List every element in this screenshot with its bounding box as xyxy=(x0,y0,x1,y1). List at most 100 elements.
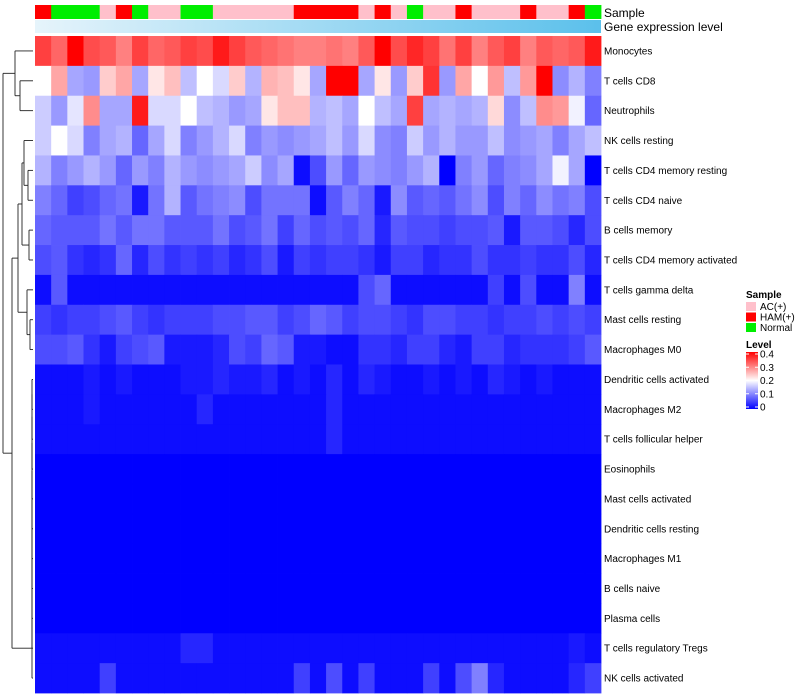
row-label: T cells gamma delta xyxy=(604,285,694,296)
sample-annotation-cell xyxy=(503,5,521,19)
heatmap-cell xyxy=(148,364,165,395)
heatmap-cell xyxy=(196,215,214,246)
heatmap-cell xyxy=(245,155,262,186)
heatmap-cell xyxy=(423,95,440,126)
heatmap-cell xyxy=(406,483,424,515)
heatmap-cell xyxy=(406,334,424,365)
heatmap-cell xyxy=(520,663,537,694)
heatmap-cell xyxy=(439,95,456,126)
heatmap-cell xyxy=(342,185,359,216)
heatmap-cell xyxy=(293,573,311,604)
heatmap-cell xyxy=(358,633,375,664)
heatmap-cell xyxy=(423,513,440,545)
heatmap-cell xyxy=(261,304,278,336)
heatmap-cell xyxy=(471,334,489,365)
heatmap-cell xyxy=(390,483,408,515)
heatmap-cell xyxy=(35,633,52,664)
heatmap-cell xyxy=(51,663,68,694)
heatmap-cell xyxy=(212,215,230,246)
heatmap-cell xyxy=(358,274,375,306)
heatmap-cell xyxy=(455,304,473,336)
heatmap-cell xyxy=(471,245,489,276)
heatmap-cell xyxy=(390,454,408,485)
heatmap-cell xyxy=(374,364,392,395)
heatmap-cell xyxy=(568,185,586,216)
heatmap-cell xyxy=(326,185,343,216)
heatmap-cell xyxy=(520,424,537,455)
level-tick-label: 0.3 xyxy=(760,363,774,374)
heatmap-cell xyxy=(309,215,327,246)
heatmap-cell xyxy=(99,633,117,664)
heatmap-cell xyxy=(536,394,553,425)
heatmap-cell xyxy=(584,424,602,455)
heatmap-cell xyxy=(67,274,84,306)
heatmap-cell xyxy=(99,95,117,126)
heatmap-cell xyxy=(67,65,84,97)
heatmap-cell xyxy=(99,663,117,694)
row-label: B cells naive xyxy=(604,584,661,595)
heatmap-cell xyxy=(584,513,602,545)
heatmap-cell xyxy=(277,245,295,276)
heatmap-cell xyxy=(309,95,327,126)
heatmap-cell xyxy=(212,424,230,455)
heatmap-cell xyxy=(536,334,553,365)
heatmap-cell xyxy=(520,483,537,515)
heatmap-cell xyxy=(423,424,440,455)
heatmap-cell xyxy=(196,245,214,276)
heatmap-cell xyxy=(390,185,408,216)
heatmap-cell xyxy=(83,424,101,455)
heatmap-cell xyxy=(406,185,424,216)
heatmap-cell xyxy=(148,245,165,276)
heatmap-cell xyxy=(471,65,489,97)
heatmap-cell xyxy=(503,334,521,365)
heatmap-cell xyxy=(439,155,456,186)
sample-legend-title: Sample xyxy=(746,290,782,301)
heatmap-cell xyxy=(439,65,456,97)
heatmap-cell xyxy=(83,36,101,67)
heatmap-cell xyxy=(374,633,392,664)
row-dendrogram xyxy=(2,50,33,679)
heatmap-cell xyxy=(423,185,440,216)
heatmap-cell xyxy=(584,215,602,246)
sample-legend-label: AC(+) xyxy=(760,302,786,313)
heatmap-cell xyxy=(212,633,230,664)
heatmap-cell xyxy=(487,513,505,545)
heatmap-cell xyxy=(67,483,84,515)
heatmap-cell xyxy=(584,573,602,604)
heatmap-cell xyxy=(83,304,101,336)
heatmap-cell xyxy=(132,543,149,574)
heatmap-cell xyxy=(503,36,521,67)
heatmap-cell xyxy=(487,543,505,574)
heatmap-cell xyxy=(245,603,262,634)
heatmap-cell xyxy=(245,245,262,276)
heatmap-cell xyxy=(487,155,505,186)
heatmap-cell xyxy=(164,185,181,216)
heatmap-cell xyxy=(439,513,456,545)
heatmap-cell xyxy=(374,215,392,246)
row-label: Macrophages M1 xyxy=(604,554,682,565)
heatmap-cell xyxy=(358,36,375,67)
heatmap-cell xyxy=(196,543,214,574)
heatmap-cell xyxy=(503,424,521,455)
heatmap-cell xyxy=(520,334,537,365)
heatmap-cell xyxy=(309,663,327,694)
heatmap-cell xyxy=(148,274,165,306)
heatmap-cell xyxy=(67,245,84,276)
heatmap-cell xyxy=(132,483,149,515)
heatmap-cell xyxy=(196,155,214,186)
heatmap-cell xyxy=(358,603,375,634)
heatmap-cell xyxy=(132,424,149,455)
heatmap-cell xyxy=(261,185,278,216)
heatmap-cell xyxy=(309,334,327,365)
heatmap-cell xyxy=(455,483,473,515)
heatmap-cell xyxy=(552,513,570,545)
heatmap-cell xyxy=(342,394,359,425)
heatmap-cell xyxy=(83,334,101,365)
heatmap-cell xyxy=(115,95,133,126)
heatmap-cell xyxy=(552,185,570,216)
heatmap-cell xyxy=(35,245,52,276)
heatmap-cell xyxy=(536,543,553,574)
heatmap-cell xyxy=(180,364,198,395)
heatmap-cell xyxy=(520,573,537,604)
heatmap-cell xyxy=(520,65,537,97)
